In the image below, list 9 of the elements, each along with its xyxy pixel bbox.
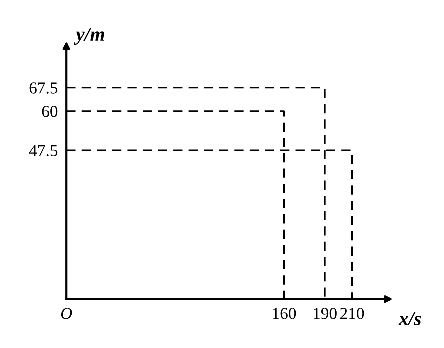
x-tick-label: 210: [340, 308, 364, 320]
y-tick-label: 47.5: [29, 145, 58, 157]
x-tick-label: O: [61, 308, 72, 320]
x-tick-label: 190: [314, 308, 337, 320]
x-tick-label: 160: [273, 308, 296, 320]
x-axis-title: x/s: [398, 312, 422, 326]
y-tick-label: 67.5: [30, 82, 58, 94]
y-tick-label: 60: [42, 106, 58, 118]
y-axis-title: y/m: [74, 28, 104, 46]
